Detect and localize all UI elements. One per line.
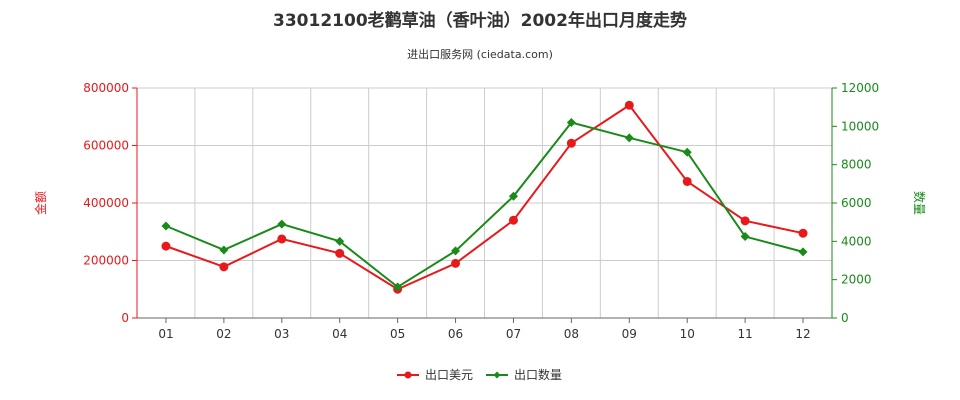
x-tick-label: 03 — [274, 327, 289, 341]
series-1-point — [161, 241, 171, 251]
right-tick-label: 8000 — [841, 158, 872, 172]
series-2-point — [219, 245, 229, 255]
series-2-point — [624, 133, 634, 143]
series-2-point — [566, 118, 576, 127]
x-tick-label: 02 — [216, 327, 231, 341]
x-tick-label: 06 — [448, 327, 463, 341]
chart-subtitle: 进出口服务网 (ciedata.com) — [407, 47, 553, 61]
series-2-point — [277, 219, 287, 229]
legend: 出口美元 出口数量 — [397, 367, 562, 382]
series-1-point — [682, 176, 692, 186]
x-tick-label: 04 — [332, 327, 347, 341]
x-tick-label: 10 — [680, 327, 695, 341]
series-1-point — [624, 100, 634, 110]
right-tick-label: 4000 — [841, 234, 872, 248]
chart-title: 33012100老鹳草油（香叶油）2002年出口月度走势 — [273, 10, 687, 31]
legend-label: 出口美元 — [425, 368, 473, 382]
x-tick-label: 07 — [506, 327, 521, 341]
right-tick-label: 0 — [841, 311, 849, 325]
series-2-point — [740, 232, 750, 242]
series-line-2 — [165, 121, 804, 289]
plot-area: 0 200000 400000 600000 800000 0 2000 4000 6000 80… — [83, 81, 879, 341]
left-tick-label: 400000 — [83, 196, 129, 210]
series-1-point — [335, 248, 345, 258]
right-tick-label: 10000 — [841, 119, 879, 133]
right-tick-label: 6000 — [841, 196, 872, 210]
series-1-point — [219, 262, 229, 272]
legend-label: 出口数量 — [514, 367, 562, 382]
left-axis-title: 金额 — [33, 191, 48, 215]
series-2-point — [393, 282, 403, 292]
right-axis-title: 数量 — [912, 191, 927, 215]
series-2-point — [508, 191, 518, 201]
series-2-point — [451, 246, 461, 256]
series-2-point — [161, 221, 171, 231]
left-tick-label: 600000 — [83, 139, 129, 153]
series-1-point — [277, 234, 287, 244]
legend-swatch-marker — [493, 371, 501, 379]
left-tick-label: 0 — [121, 311, 129, 325]
series-1-point — [798, 228, 808, 238]
right-tick-label: 12000 — [841, 81, 879, 95]
series-line-1 — [165, 103, 804, 291]
x-tick-label: 09 — [622, 327, 637, 341]
x-tick-label: 08 — [564, 327, 579, 341]
series-1-point — [508, 215, 518, 225]
x-tick-label: 12 — [795, 327, 810, 341]
left-tick-label: 200000 — [83, 254, 129, 268]
legend-swatch-marker — [404, 371, 412, 379]
series-2-point — [335, 236, 345, 246]
series-1-point — [451, 258, 461, 268]
right-tick-label: 2000 — [841, 273, 872, 287]
left-tick-label: 800000 — [83, 81, 129, 95]
series-1-point — [566, 138, 576, 148]
series-2-point — [682, 147, 692, 157]
x-tick-label: 05 — [390, 327, 405, 341]
x-tick-label: 11 — [737, 327, 752, 341]
series-2-point — [798, 247, 808, 257]
series-1-point — [740, 216, 750, 226]
x-tick-label: 01 — [158, 327, 173, 341]
